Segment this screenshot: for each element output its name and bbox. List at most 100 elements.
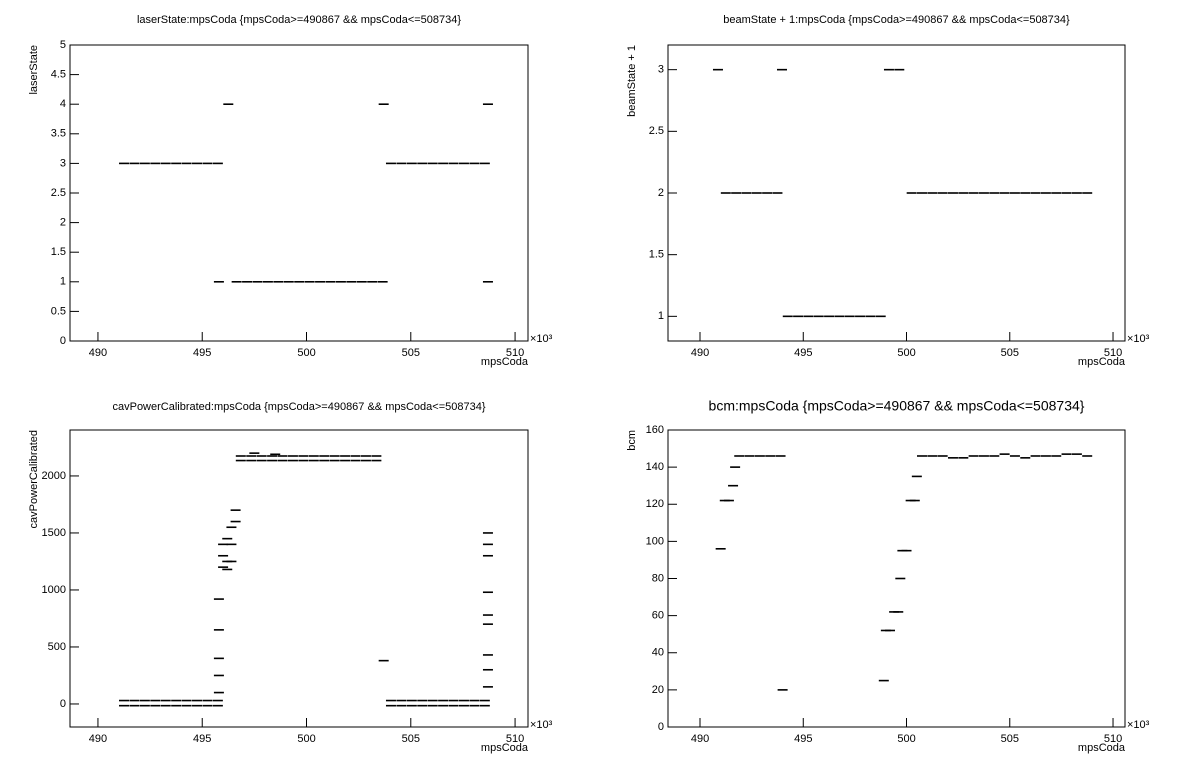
point bbox=[129, 162, 140, 165]
x-tick-label: 500 bbox=[297, 347, 315, 359]
point bbox=[999, 192, 1010, 194]
point bbox=[999, 453, 1010, 455]
x-multiplier: ×10³ bbox=[1127, 333, 1150, 345]
point bbox=[895, 577, 906, 580]
y-tick-label: 500 bbox=[48, 641, 66, 653]
point bbox=[231, 281, 242, 283]
point bbox=[744, 455, 755, 457]
point bbox=[1071, 453, 1082, 455]
point bbox=[367, 281, 378, 283]
point bbox=[226, 526, 237, 529]
point bbox=[329, 459, 340, 462]
point bbox=[947, 192, 958, 194]
point bbox=[277, 455, 288, 457]
point bbox=[226, 560, 237, 563]
point bbox=[304, 281, 315, 283]
x-tick-label: 500 bbox=[897, 347, 915, 359]
point bbox=[270, 453, 281, 456]
x-tick-label: 505 bbox=[402, 347, 420, 359]
point bbox=[360, 459, 371, 462]
y-axis-label: beamState + 1 bbox=[626, 45, 638, 117]
point bbox=[844, 315, 855, 318]
point bbox=[469, 704, 480, 707]
point bbox=[235, 455, 246, 457]
point bbox=[1009, 455, 1020, 457]
point bbox=[150, 699, 161, 702]
y-axis-label: bcm bbox=[626, 430, 638, 451]
point bbox=[273, 281, 284, 283]
x-tick-label: 505 bbox=[402, 733, 420, 745]
point bbox=[730, 466, 741, 468]
point bbox=[482, 686, 493, 688]
point bbox=[1020, 192, 1031, 194]
point bbox=[213, 657, 224, 660]
x-axis-label: mpsCoda bbox=[1078, 356, 1126, 368]
point bbox=[378, 659, 389, 662]
point bbox=[482, 623, 493, 625]
point bbox=[192, 704, 203, 707]
point bbox=[883, 68, 894, 71]
point bbox=[776, 68, 787, 71]
point bbox=[406, 704, 417, 707]
point bbox=[427, 162, 438, 165]
point bbox=[884, 629, 895, 632]
y-tick-label: 2000 bbox=[42, 470, 66, 482]
point bbox=[119, 699, 130, 702]
y-tick-label: 1 bbox=[658, 310, 664, 322]
x-axis-label: mpsCoda bbox=[1078, 742, 1126, 754]
point bbox=[356, 281, 367, 283]
y-tick-label: 0.5 bbox=[51, 305, 66, 317]
point bbox=[927, 455, 938, 457]
point bbox=[319, 455, 330, 457]
x-tick-label: 510 bbox=[506, 347, 524, 359]
point bbox=[728, 484, 739, 487]
point bbox=[417, 699, 428, 702]
point bbox=[202, 699, 213, 702]
point bbox=[438, 699, 449, 702]
point bbox=[458, 162, 469, 165]
x-axis-label: mpsCoda bbox=[481, 356, 529, 368]
point bbox=[937, 455, 948, 457]
y-tick-label: 20 bbox=[652, 684, 664, 696]
plot-frame bbox=[69, 429, 529, 728]
point bbox=[1009, 192, 1020, 194]
point bbox=[720, 192, 731, 194]
point bbox=[171, 699, 182, 702]
point bbox=[917, 455, 928, 457]
point bbox=[855, 315, 866, 318]
point bbox=[202, 162, 213, 165]
y-tick-label: 0 bbox=[658, 721, 664, 733]
point bbox=[139, 704, 150, 707]
point bbox=[226, 543, 237, 546]
point bbox=[772, 192, 783, 194]
point bbox=[734, 455, 745, 457]
x-tick-label: 490 bbox=[89, 347, 107, 359]
x-tick-label: 505 bbox=[1001, 347, 1019, 359]
point bbox=[458, 699, 469, 702]
point bbox=[875, 315, 886, 318]
point bbox=[906, 192, 917, 194]
y-tick-label: 1500 bbox=[42, 527, 66, 539]
point bbox=[192, 162, 203, 165]
point bbox=[129, 699, 140, 702]
point bbox=[129, 704, 140, 707]
y-tick-label: 0 bbox=[60, 698, 66, 710]
point bbox=[298, 455, 309, 457]
point bbox=[482, 668, 493, 671]
point bbox=[1071, 192, 1082, 194]
point bbox=[947, 457, 958, 459]
point bbox=[751, 192, 762, 194]
point bbox=[218, 543, 229, 546]
point bbox=[448, 704, 459, 707]
point bbox=[989, 192, 1000, 194]
point bbox=[968, 192, 979, 194]
point bbox=[262, 281, 273, 283]
point bbox=[213, 281, 224, 283]
point bbox=[252, 281, 263, 283]
point bbox=[181, 704, 192, 707]
point bbox=[834, 315, 845, 318]
point bbox=[277, 459, 288, 462]
point bbox=[917, 192, 928, 194]
point bbox=[893, 611, 904, 613]
point bbox=[406, 162, 417, 165]
